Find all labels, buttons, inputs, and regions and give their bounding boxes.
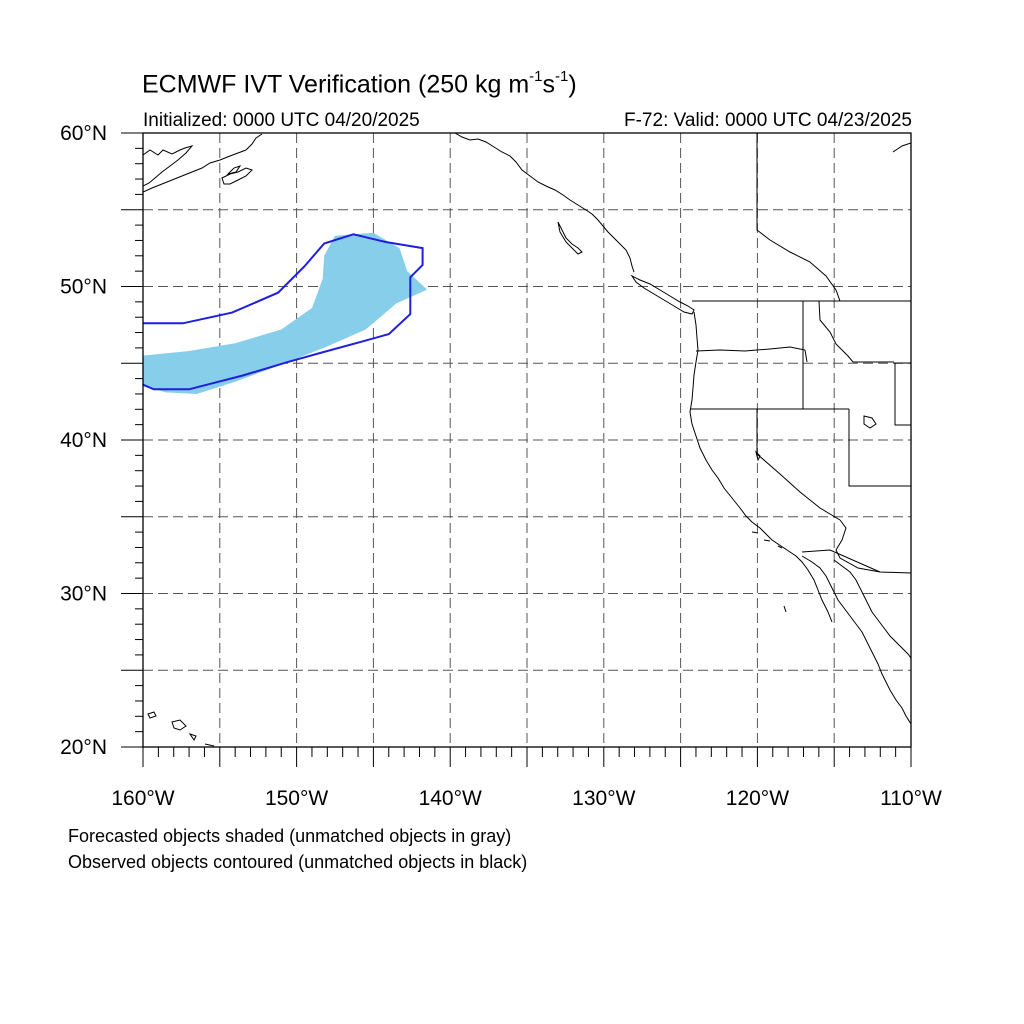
bc-interior-river bbox=[756, 133, 841, 302]
valid-time-label: F-72: Valid: 0000 UTC 04/23/2025 bbox=[624, 110, 912, 131]
kenai-coastline bbox=[245, 133, 263, 151]
axis-ticks bbox=[121, 132, 912, 767]
lon-tick-label: 160°W bbox=[111, 787, 174, 810]
yukon-coast bbox=[892, 142, 911, 153]
graticule-grid bbox=[143, 133, 911, 747]
us-mexico-border bbox=[801, 549, 881, 573]
gulf-of-alaska-coastline bbox=[454, 133, 635, 273]
arizona-border bbox=[835, 519, 911, 574]
coastlines-and-borders bbox=[143, 133, 911, 747]
washington-oregon-border bbox=[695, 346, 808, 363]
lon-tick-label: 110°W bbox=[880, 787, 942, 810]
lon-tick-label: 130°W bbox=[572, 787, 635, 810]
nevada-utah-border bbox=[848, 409, 911, 487]
nunivak-island bbox=[226, 165, 242, 175]
lat-tick-label: 40°N bbox=[60, 429, 107, 452]
observed-ivt-contour bbox=[143, 233, 424, 391]
lon-tick-label: 150°W bbox=[265, 787, 328, 810]
lon-tick-label: 120°W bbox=[726, 787, 789, 810]
axis-labels: 60°N 50°N 40°N 30°N 20°N 160°W 150°W 140°W 130°W… bbox=[60, 122, 942, 810]
lat-tick-label: 60°N bbox=[60, 122, 107, 145]
california-nevada-border bbox=[756, 409, 841, 521]
haida-gwaii bbox=[557, 221, 583, 255]
mexico-mainland-coast bbox=[833, 559, 911, 659]
lat-tick-label: 30°N bbox=[60, 583, 107, 606]
ivt-objects bbox=[143, 232, 428, 394]
lat-tick-label: 20°N bbox=[60, 736, 107, 759]
montana-idaho-border bbox=[818, 300, 894, 363]
vancouver-island bbox=[630, 274, 695, 315]
us-west-coast bbox=[689, 311, 833, 623]
baja-california bbox=[801, 555, 911, 725]
hawaii-islands bbox=[147, 711, 215, 747]
initialized-label: Initialized: 0000 UTC 04/20/2025 bbox=[143, 110, 420, 131]
footnote-forecast: Forecasted objects shaded (unmatched obj… bbox=[68, 826, 512, 846]
chart-title: ECMWF IVT Verification (250 kg m-1s-1) bbox=[142, 68, 577, 99]
wyoming-border bbox=[894, 362, 911, 426]
lat-tick-label: 50°N bbox=[60, 276, 107, 299]
great-salt-lake bbox=[863, 415, 877, 429]
lon-tick-label: 140°W bbox=[419, 787, 482, 810]
alaska-peninsula-coastline bbox=[143, 149, 247, 193]
channel-islands bbox=[751, 531, 783, 549]
footnote-observed: Observed objects contoured (unmatched ob… bbox=[68, 852, 528, 872]
alaska-coastline bbox=[143, 145, 194, 187]
guadalupe-island bbox=[783, 605, 787, 613]
forecast-ivt-object bbox=[143, 232, 428, 394]
lake-tahoe bbox=[755, 450, 761, 462]
